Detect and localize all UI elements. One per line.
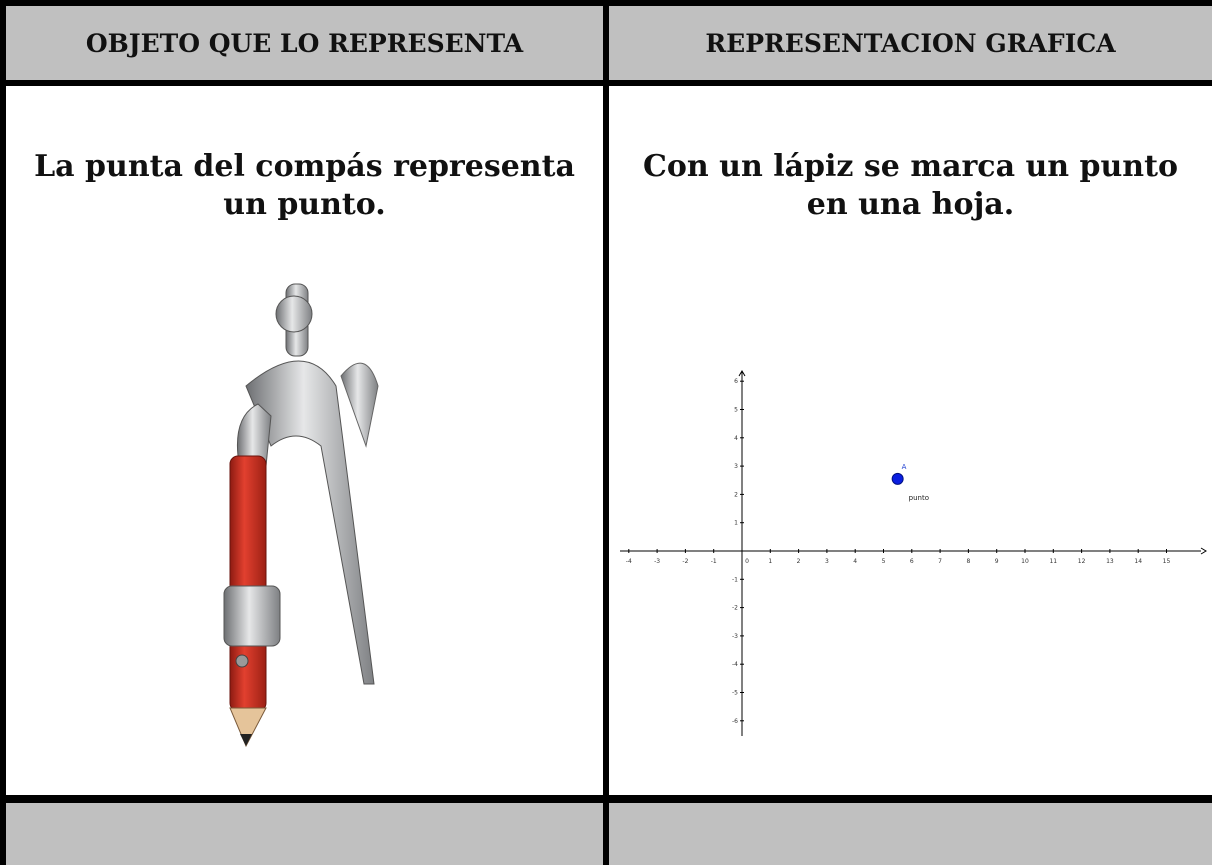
- y-tick-label: 1: [734, 520, 738, 527]
- x-tick-label: 10: [1021, 558, 1029, 565]
- border: [603, 0, 609, 865]
- y-tick-label: 5: [734, 407, 738, 414]
- x-tick-label: 3: [825, 558, 829, 565]
- x-tick-label: 2: [797, 558, 801, 565]
- y-tick-label: -3: [732, 633, 738, 640]
- x-tick-label: 14: [1134, 558, 1142, 565]
- body-cell: La punta del compás representa un punto.: [6, 86, 603, 795]
- annotation: punto: [909, 494, 929, 502]
- y-tick-label: -2: [732, 605, 738, 612]
- y-tick-label: -4: [732, 661, 738, 668]
- y-tick-label: -1: [732, 576, 738, 583]
- x-tick-label: 5: [882, 558, 886, 565]
- y-arrow: [738, 370, 746, 377]
- x-tick-label: -1: [711, 558, 717, 565]
- y-tick-label: -6: [732, 718, 738, 725]
- x-arrow: [1200, 547, 1207, 555]
- empty-cell: [609, 803, 1212, 865]
- x-tick-label: 6: [910, 558, 914, 565]
- x-tick-label: 0: [745, 558, 749, 565]
- x-tick-label: 7: [938, 558, 942, 565]
- body-cell: Con un lápiz se marca un punto en una ho…: [609, 86, 1212, 795]
- x-tick-label: 12: [1078, 558, 1086, 565]
- header-cell: OBJETO QUE LO REPRESENTA: [6, 6, 603, 80]
- y-tick-label: 3: [734, 463, 738, 470]
- empty-cell: [6, 803, 603, 865]
- x-tick-label: 1: [768, 558, 772, 565]
- cell-text: Con un lápiz se marca un punto en una ho…: [643, 149, 1178, 222]
- point: [891, 472, 904, 485]
- x-tick-label: 11: [1049, 558, 1057, 565]
- x-tick-label: 8: [966, 558, 970, 565]
- x-tick-label: 13: [1106, 558, 1114, 565]
- y-tick-label: -5: [732, 690, 738, 697]
- x-tick-label: 9: [995, 558, 999, 565]
- header-text: REPRESENTACION GRAFICA: [705, 28, 1116, 58]
- coordinate-graph: -4 -3 -2 -1 0 1 2 3 4 5 6 7 8 9 10 11 12 13 14 15-6-5-4-3-2…: [620, 370, 1207, 736]
- x-tick-label: 15: [1163, 558, 1171, 565]
- x-tick-label: 4: [853, 558, 857, 565]
- compass-image: [223, 283, 379, 748]
- y-tick-label: 6: [734, 378, 738, 385]
- x-tick-label: -2: [682, 558, 688, 565]
- y-tick-label: 2: [734, 491, 738, 498]
- border: [0, 0, 6, 865]
- cell-text: La punta del compás representa un punto.: [34, 149, 575, 222]
- header-text: OBJETO QUE LO REPRESENTA: [85, 28, 524, 58]
- point-label: A: [902, 463, 907, 471]
- y-tick-label: 4: [734, 435, 738, 442]
- x-tick-label: -4: [626, 558, 632, 565]
- x-tick-label: -3: [654, 558, 660, 565]
- header-cell: REPRESENTACION GRAFICA: [609, 6, 1212, 80]
